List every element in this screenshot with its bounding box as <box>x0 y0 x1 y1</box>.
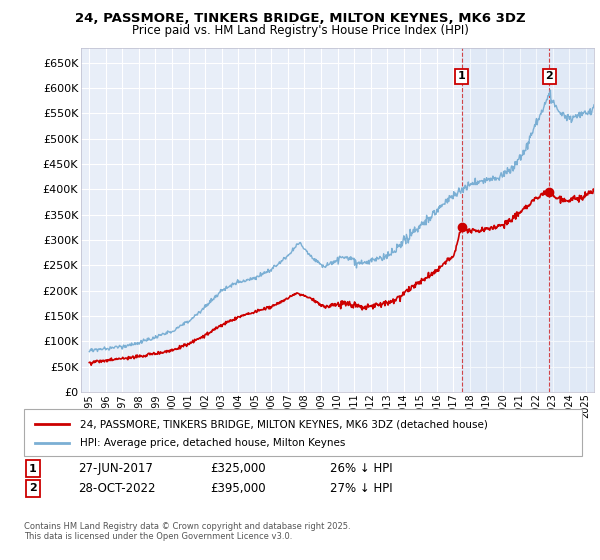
Text: 27-JUN-2017: 27-JUN-2017 <box>78 462 153 475</box>
Text: Price paid vs. HM Land Registry's House Price Index (HPI): Price paid vs. HM Land Registry's House … <box>131 24 469 36</box>
Text: 28-OCT-2022: 28-OCT-2022 <box>78 482 155 495</box>
Text: Contains HM Land Registry data © Crown copyright and database right 2025.
This d: Contains HM Land Registry data © Crown c… <box>24 522 350 542</box>
Text: 2: 2 <box>29 483 37 493</box>
Text: HPI: Average price, detached house, Milton Keynes: HPI: Average price, detached house, Milt… <box>80 438 345 448</box>
Text: 2: 2 <box>545 72 553 81</box>
Text: £325,000: £325,000 <box>210 462 266 475</box>
Text: 1: 1 <box>29 464 37 474</box>
Text: 1: 1 <box>458 72 466 81</box>
FancyBboxPatch shape <box>24 409 582 456</box>
Text: 27% ↓ HPI: 27% ↓ HPI <box>330 482 392 495</box>
Text: 26% ↓ HPI: 26% ↓ HPI <box>330 462 392 475</box>
Text: £395,000: £395,000 <box>210 482 266 495</box>
Text: 24, PASSMORE, TINKERS BRIDGE, MILTON KEYNES, MK6 3DZ (detached house): 24, PASSMORE, TINKERS BRIDGE, MILTON KEY… <box>80 419 488 429</box>
Text: 24, PASSMORE, TINKERS BRIDGE, MILTON KEYNES, MK6 3DZ: 24, PASSMORE, TINKERS BRIDGE, MILTON KEY… <box>74 12 526 25</box>
Bar <box>461 48 600 392</box>
